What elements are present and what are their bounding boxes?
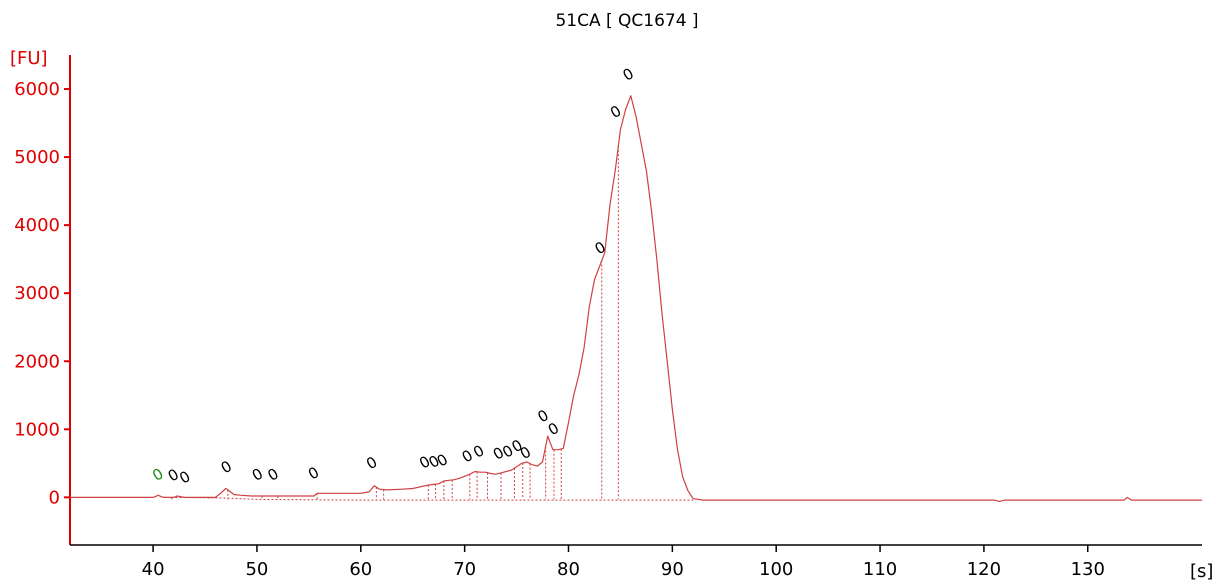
peak-label: 0 [264,464,281,484]
peak-label: 0 [176,467,193,487]
x-tick-label: 110 [863,559,897,580]
x-tick-label: 120 [967,559,1001,580]
integration-baseline [163,496,694,501]
peak-label: 0 [363,453,380,473]
y-tick-label: 0 [49,487,60,508]
y-tick-label: 5000 [14,147,60,168]
peak-label: 0 [517,443,534,463]
x-tick-label: 80 [557,559,580,580]
peak-label: 0 [620,64,637,84]
signal-trace-group [70,95,1202,502]
y-axis-unit-label: [FU] [10,48,48,69]
baseline-group [163,496,694,501]
x-tick-label: 40 [142,559,165,580]
signal-trace [70,95,1202,502]
x-tick-label: 100 [759,559,793,580]
y-tick-label: 4000 [14,215,60,236]
peak-label: 0 [607,102,624,122]
axes [69,55,1202,546]
peak-label: 0 [149,465,166,485]
peak-label: 0 [305,463,322,483]
peak-droplines [171,146,619,500]
x-axis-ticks: 40 50 60 70 80 90 100 110 120 130 [142,545,1105,580]
x-tick-label: 90 [661,559,684,580]
peak-label: 0 [249,465,266,485]
peak-label: 0 [218,457,235,477]
y-tick-label: 2000 [14,351,60,372]
y-tick-label: 1000 [14,419,60,440]
y-axis-ticks: 0 1000 2000 3000 4000 5000 6000 [14,79,70,508]
x-tick-label: 70 [453,559,476,580]
x-axis-unit-label: [s] [1190,561,1213,582]
x-tick-label: 60 [349,559,372,580]
chart-title: 51CA [ QC1674 ] [555,11,698,31]
y-tick-label: 6000 [14,79,60,100]
y-tick-label: 3000 [14,283,60,304]
x-tick-label: 50 [245,559,268,580]
x-tick-label: 130 [1071,559,1105,580]
